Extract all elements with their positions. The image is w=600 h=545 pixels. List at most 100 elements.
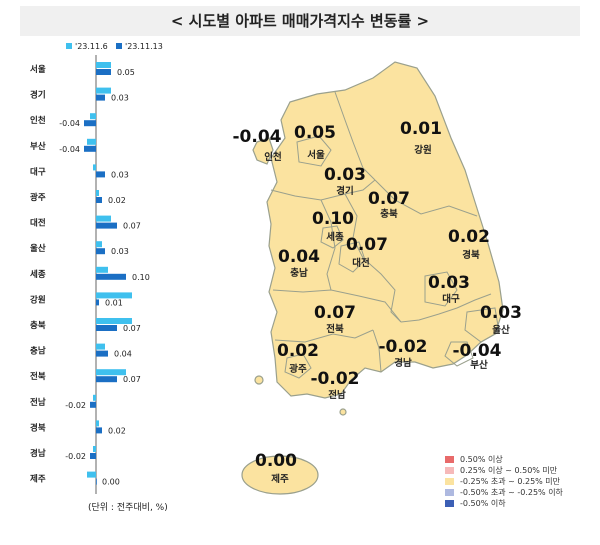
border-sejong (320, 225, 344, 249)
data-label: 0.07 (123, 324, 141, 333)
legend-swatch-prev (66, 43, 72, 49)
border-gyeonggi-gangwon (334, 91, 376, 181)
data-label: 0.07 (123, 222, 141, 231)
map-legend-swatch (445, 500, 454, 507)
bar-this-week (96, 171, 105, 178)
data-label: 0.05 (117, 68, 135, 77)
region-name: 강원 (414, 144, 431, 156)
bar-prev-week (87, 138, 96, 145)
map-shapes (241, 61, 504, 495)
legend-label-prev: '23.11.6 (75, 42, 108, 51)
border-daegu (424, 271, 458, 307)
page-title: < 시도별 아파트 매매가격지수 변동률 > (20, 6, 580, 36)
region-name: 경기 (336, 185, 353, 197)
data-label: 0.03 (111, 247, 129, 256)
region-value: -0.04 (233, 127, 282, 147)
border-gangwon-gyeongbuk (374, 179, 478, 217)
category-label: 충북 (30, 320, 46, 331)
bar-prev-week (93, 446, 96, 452)
border-busan (444, 341, 474, 367)
region-value: 0.02 (277, 341, 319, 361)
map-legend-item: 0.25% 이상 ~ 0.50% 미만 (445, 465, 563, 476)
region-name: 울산 (492, 324, 510, 336)
region-value: -0.02 (311, 369, 360, 389)
bar-prev-week (96, 62, 111, 68)
data-label: 0.07 (123, 375, 141, 384)
category-label: 인천 (30, 115, 46, 126)
map-legend-label: 0.50% 이상 (460, 455, 503, 464)
category-label: 경기 (30, 90, 46, 101)
region-value: 0.03 (428, 273, 470, 293)
bar-chart: '23.11.6 '23.11.13 서울 0.05 경기 0.03 인천 -0.04 부산… (30, 42, 163, 494)
bar-prev-week (96, 190, 99, 196)
data-label: 0.03 (111, 170, 129, 179)
region-name: 경남 (394, 357, 412, 369)
region-name: 전남 (328, 389, 346, 401)
island-shape (339, 408, 347, 416)
legend-swatch-this (116, 43, 122, 49)
border-gyeonggi-south (270, 179, 376, 201)
region-value: -0.02 (379, 337, 428, 357)
bar-this-week (96, 248, 105, 255)
region-value: 0.05 (294, 123, 336, 143)
bar-prev-week (96, 241, 102, 248)
bar-prev-week (93, 394, 96, 401)
map-legend-swatch (445, 456, 454, 463)
border-ulsan (464, 307, 500, 343)
border-jeonnam-gyeongnam (372, 329, 382, 373)
bar-this-week (96, 222, 117, 229)
region-name: 서울 (307, 149, 325, 161)
border-chungnam-jeonbuk (272, 289, 402, 323)
region-value: 0.03 (480, 303, 522, 323)
border-gyeongbuk-gyeongnam (400, 293, 492, 323)
region-name: 충북 (380, 208, 398, 220)
bar-this-week (84, 120, 96, 127)
bar-this-week (96, 273, 126, 280)
chart-legend: '23.11.6 '23.11.13 (66, 42, 163, 51)
bar-this-week (96, 94, 105, 101)
bar-this-week (90, 401, 96, 408)
category-label: 광주 (30, 192, 46, 203)
region-value: 0.00 (255, 451, 297, 471)
region-name: 부산 (470, 359, 488, 371)
category-label: 강원 (30, 294, 46, 305)
category-label: 경남 (30, 448, 46, 459)
legend-label-this: '23.11.13 (125, 42, 163, 51)
map-borders (270, 91, 500, 379)
bar-prev-week (96, 292, 132, 299)
category-label: 제주 (30, 474, 46, 485)
category-label: 세종 (30, 269, 46, 280)
region-value: 0.10 (312, 209, 354, 229)
map-legend-label: -0.25% 초과 ~ 0.25% 미만 (460, 477, 561, 486)
bar-this-week (84, 145, 96, 152)
region-value: 0.07 (314, 303, 356, 323)
map-legend-item: -0.50% 이하 (445, 498, 563, 509)
map-legend-swatch (445, 489, 454, 496)
border-chungbuk (344, 193, 402, 323)
region-value: 0.04 (278, 247, 320, 267)
category-label: 전북 (30, 371, 46, 382)
data-label: -0.04 (59, 145, 80, 154)
region-name: 인천 (264, 152, 281, 163)
data-label: 0.02 (108, 426, 126, 435)
bar-prev-week (87, 471, 96, 478)
bar-prev-week (96, 343, 105, 350)
bar-this-week (96, 376, 117, 383)
bar-this-week (96, 197, 102, 203)
unit-note: (단위 : 전주대비, %) (88, 503, 168, 513)
data-label: 0.01 (105, 298, 123, 307)
category-label: 부산 (30, 141, 46, 152)
map-legend-label: -0.50% 이하 (460, 499, 506, 508)
bar-prev-week (96, 318, 132, 324)
category-label: 울산 (30, 243, 46, 254)
data-label: 0.10 (132, 273, 150, 282)
region-value: 0.07 (346, 235, 388, 255)
border-daejeon (338, 241, 366, 273)
bar-prev-week (93, 164, 96, 171)
border-chungnam-chungbuk (320, 199, 336, 291)
region-name: 충남 (290, 267, 308, 279)
region-name: 경북 (462, 249, 480, 261)
data-label: -0.02 (65, 401, 86, 410)
bar-this-week (96, 478, 97, 485)
